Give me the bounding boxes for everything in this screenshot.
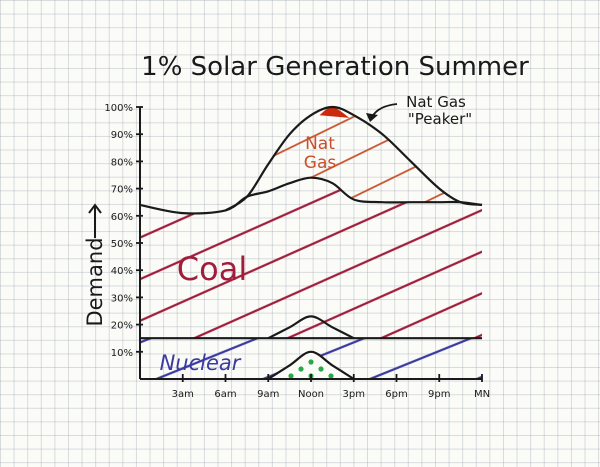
y-axis-label: Demand	[83, 237, 107, 326]
solar-dot-1	[298, 366, 304, 372]
coal-bump-line-0	[267, 315, 355, 340]
y-tick-label-10: 10%	[111, 348, 133, 359]
coal-label: Coal	[177, 250, 247, 288]
y-tick-label-100: 100%	[104, 103, 133, 114]
x-tick-label-1: 6am	[214, 389, 236, 400]
coal-area	[140, 177, 482, 339]
x-axis: 3am 6am 9am Noon 3pm 6pm 9pm MN	[140, 374, 490, 400]
solar-dot-0	[308, 359, 314, 365]
nat-gas-label-line2: Gas	[304, 153, 337, 173]
x-tick-label-4: 3pm	[343, 389, 365, 400]
y-tick-label-20: 20%	[111, 321, 133, 332]
solar-dot-3	[288, 373, 294, 379]
solar-dots	[288, 359, 334, 379]
peaker-label-line1: Nat Gas	[406, 93, 466, 111]
plot-outlines	[139, 105, 483, 380]
plot-areas	[140, 106, 482, 379]
nat-gas-label-line1: Nat	[305, 134, 335, 154]
y-tick-label-70: 70%	[111, 185, 133, 196]
x-tick-label-3: Noon	[298, 389, 324, 400]
solar-dot-2	[318, 366, 324, 372]
solar-dot-5	[328, 373, 334, 379]
nat-gas-area	[225, 107, 482, 211]
y-tick-label-30: 30%	[111, 293, 133, 304]
chart-title: 1% Solar Generation Summer	[141, 52, 529, 82]
x-tick-label-6: 9pm	[428, 389, 450, 400]
solar-area	[268, 351, 354, 379]
peaker-arrow	[366, 103, 398, 122]
y-tick-label-40: 40%	[111, 266, 133, 277]
x-tick-label-0: 3am	[172, 389, 194, 400]
solar-line	[267, 350, 355, 380]
y-tick-label-90: 90%	[111, 130, 133, 141]
y-axis: 10% 20% 30% 40% 50% 60% 70% 80% 90% 100%	[104, 103, 143, 379]
y-tick-label-50: 50%	[111, 239, 133, 250]
y-tick-label-80: 80%	[111, 157, 133, 168]
y-axis-arrow	[88, 203, 102, 238]
peaker-area	[319, 106, 350, 118]
x-tick-label-2: 9am	[257, 389, 279, 400]
y-tick-label-60: 60%	[111, 212, 133, 223]
x-tick-label-5: 6pm	[385, 389, 407, 400]
nat-gas-top-line	[224, 105, 483, 212]
peaker-label-line2: "Peaker"	[408, 110, 472, 128]
nuclear-label: Nuclear	[160, 351, 242, 375]
x-tick-label-7: MN	[474, 389, 490, 400]
